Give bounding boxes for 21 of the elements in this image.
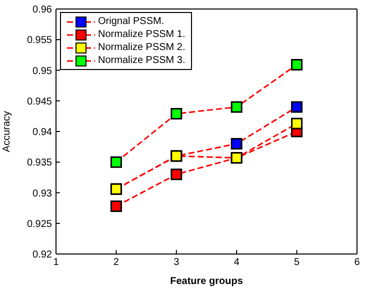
- legend-label: Orignal PSSM.: [98, 16, 164, 27]
- y-axis-title: Accuracy: [2, 110, 13, 152]
- y-tick-label: 0.96: [32, 4, 52, 16]
- y-tick-label: 0.94: [32, 127, 52, 138]
- x-tick-label: 1: [53, 257, 60, 268]
- x-tick-label: 4: [234, 257, 240, 268]
- legend-label: Normalize PSSM 2.: [98, 42, 186, 53]
- x-tick-label: 5: [294, 257, 300, 268]
- x-tick-label: 2: [113, 257, 120, 268]
- y-tick-label: 0.95: [32, 66, 52, 77]
- legend-label: Normalize PSSM 1.: [98, 29, 186, 40]
- y-tick-label: 0.955: [26, 35, 52, 46]
- y-tick-label: 0.945: [26, 96, 52, 108]
- x-tick-label: 6: [354, 257, 360, 268]
- y-tick-label: 0.93: [32, 188, 52, 200]
- x-axis-title: Feature groups: [170, 276, 244, 287]
- legend-label: Normalize PSSM 3.: [98, 55, 186, 66]
- y-tick-label: 0.92: [32, 250, 52, 261]
- y-tick-label: 0.925: [26, 218, 52, 230]
- x-tick-label: 3: [174, 257, 180, 268]
- y-tick-label: 0.935: [26, 158, 52, 169]
